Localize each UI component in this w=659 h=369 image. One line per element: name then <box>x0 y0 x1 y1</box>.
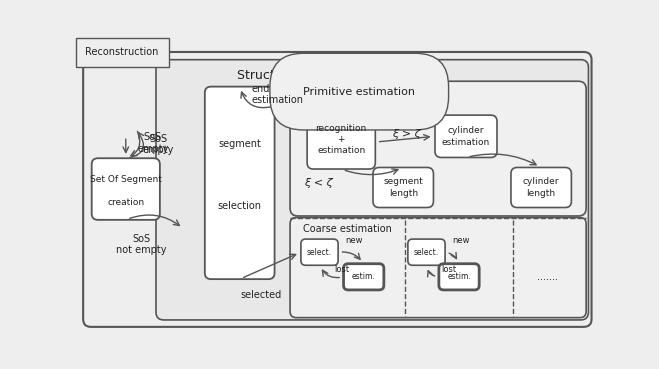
FancyBboxPatch shape <box>92 158 160 220</box>
Text: creation: creation <box>107 199 144 207</box>
Text: estim.: estim. <box>447 272 471 281</box>
FancyBboxPatch shape <box>205 87 275 279</box>
Text: lost: lost <box>334 265 349 274</box>
Text: cylinder: cylinder <box>523 177 559 186</box>
Text: selection: selection <box>217 201 262 211</box>
Text: cylinder: cylinder <box>447 126 484 135</box>
Text: select.: select. <box>414 248 439 257</box>
Text: segment: segment <box>384 177 423 186</box>
Text: SoS
empty: SoS empty <box>142 134 174 155</box>
Text: ξ < ζ: ξ < ζ <box>304 178 332 188</box>
Text: end
estimation: end estimation <box>251 83 303 105</box>
FancyBboxPatch shape <box>435 115 497 158</box>
Text: length: length <box>527 189 556 198</box>
FancyBboxPatch shape <box>439 264 479 290</box>
FancyBboxPatch shape <box>408 239 445 265</box>
Text: segment: segment <box>218 139 261 149</box>
Text: Structure estimation: Structure estimation <box>237 69 366 82</box>
FancyBboxPatch shape <box>343 264 384 290</box>
Text: .......: ....... <box>537 272 558 282</box>
FancyBboxPatch shape <box>83 52 592 327</box>
Text: lost: lost <box>442 265 457 274</box>
FancyBboxPatch shape <box>290 218 586 318</box>
Text: estimation: estimation <box>317 146 365 155</box>
Text: +: + <box>337 135 345 144</box>
Text: length: length <box>389 189 418 198</box>
Text: estimation: estimation <box>442 138 490 146</box>
Text: new: new <box>345 236 362 245</box>
Text: recognition: recognition <box>316 124 367 134</box>
FancyBboxPatch shape <box>307 115 376 169</box>
Text: select.: select. <box>307 248 332 257</box>
FancyBboxPatch shape <box>156 60 588 320</box>
FancyBboxPatch shape <box>301 239 338 265</box>
Text: estim.: estim. <box>352 272 376 281</box>
FancyBboxPatch shape <box>511 168 571 207</box>
Text: ξ > ζ: ξ > ζ <box>392 130 420 139</box>
Text: Coarse estimation: Coarse estimation <box>303 224 392 234</box>
Text: selected: selected <box>240 290 281 300</box>
Text: SoS
empty: SoS empty <box>137 132 169 154</box>
FancyBboxPatch shape <box>373 168 434 207</box>
Text: Set Of Segment: Set Of Segment <box>90 175 161 184</box>
Text: new: new <box>452 236 469 245</box>
FancyBboxPatch shape <box>290 81 586 216</box>
Text: Primitive estimation: Primitive estimation <box>303 87 415 97</box>
Text: SoS
not empty: SoS not empty <box>116 234 167 255</box>
Text: Reconstruction: Reconstruction <box>86 47 159 57</box>
